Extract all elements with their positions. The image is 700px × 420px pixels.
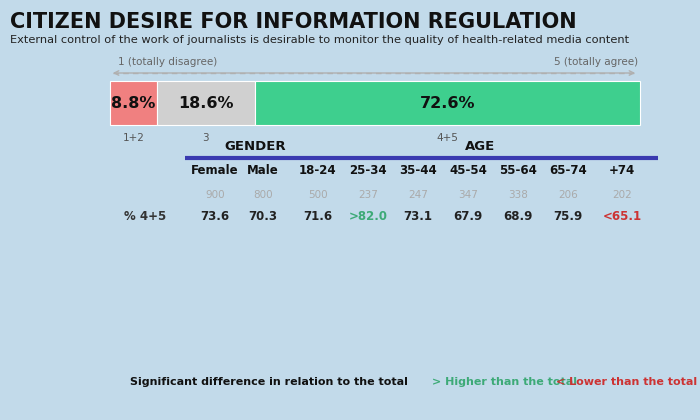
Text: > Higher than the total: > Higher than the total bbox=[432, 377, 577, 387]
Text: 206: 206 bbox=[558, 190, 578, 200]
Text: < Lower than the total: < Lower than the total bbox=[556, 377, 697, 387]
Text: 67.9: 67.9 bbox=[454, 210, 482, 223]
Text: +74: +74 bbox=[609, 165, 635, 178]
Text: 68.9: 68.9 bbox=[503, 210, 533, 223]
Text: Female: Female bbox=[191, 165, 239, 178]
Text: 35-44: 35-44 bbox=[399, 165, 437, 178]
Text: 55-64: 55-64 bbox=[499, 165, 537, 178]
Text: 338: 338 bbox=[508, 190, 528, 200]
Text: 347: 347 bbox=[458, 190, 478, 200]
Text: >82.0: >82.0 bbox=[349, 210, 388, 223]
Text: 247: 247 bbox=[408, 190, 428, 200]
Text: % 4+5: % 4+5 bbox=[124, 210, 166, 223]
Bar bbox=[256, 81, 640, 125]
Text: 72.6%: 72.6% bbox=[420, 95, 475, 110]
Text: CITIZEN DESIRE FOR INFORMATION REGULATION: CITIZEN DESIRE FOR INFORMATION REGULATIO… bbox=[10, 12, 577, 32]
Text: 70.3: 70.3 bbox=[248, 210, 277, 223]
Text: <65.1: <65.1 bbox=[603, 210, 642, 223]
Text: 18.6%: 18.6% bbox=[178, 95, 234, 110]
Text: 8.8%: 8.8% bbox=[111, 95, 155, 110]
Text: Significant difference in relation to the total: Significant difference in relation to th… bbox=[130, 377, 408, 387]
Text: 1 (totally disagree): 1 (totally disagree) bbox=[118, 57, 217, 67]
Text: GENDER: GENDER bbox=[224, 139, 286, 152]
Text: 75.9: 75.9 bbox=[554, 210, 582, 223]
Bar bbox=[157, 81, 256, 125]
Text: 800: 800 bbox=[253, 190, 273, 200]
Text: 18-24: 18-24 bbox=[299, 165, 337, 178]
Text: 237: 237 bbox=[358, 190, 378, 200]
Text: 4+5: 4+5 bbox=[437, 133, 459, 143]
Text: 65-74: 65-74 bbox=[549, 165, 587, 178]
Text: 45-54: 45-54 bbox=[449, 165, 487, 178]
Text: 73.6: 73.6 bbox=[200, 210, 230, 223]
Text: 1+2: 1+2 bbox=[122, 133, 144, 143]
Text: 500: 500 bbox=[308, 190, 328, 200]
Text: 5 (totally agree): 5 (totally agree) bbox=[554, 57, 638, 67]
Text: 202: 202 bbox=[612, 190, 632, 200]
Text: Male: Male bbox=[247, 165, 279, 178]
Text: 900: 900 bbox=[205, 190, 225, 200]
Text: 3: 3 bbox=[202, 133, 209, 143]
Text: 25-34: 25-34 bbox=[349, 165, 387, 178]
Text: 71.6: 71.6 bbox=[303, 210, 332, 223]
Text: AGE: AGE bbox=[465, 139, 495, 152]
Text: External control of the work of journalists is desirable to monitor the quality : External control of the work of journali… bbox=[10, 35, 629, 45]
Bar bbox=[110, 81, 157, 125]
Text: 73.1: 73.1 bbox=[403, 210, 433, 223]
